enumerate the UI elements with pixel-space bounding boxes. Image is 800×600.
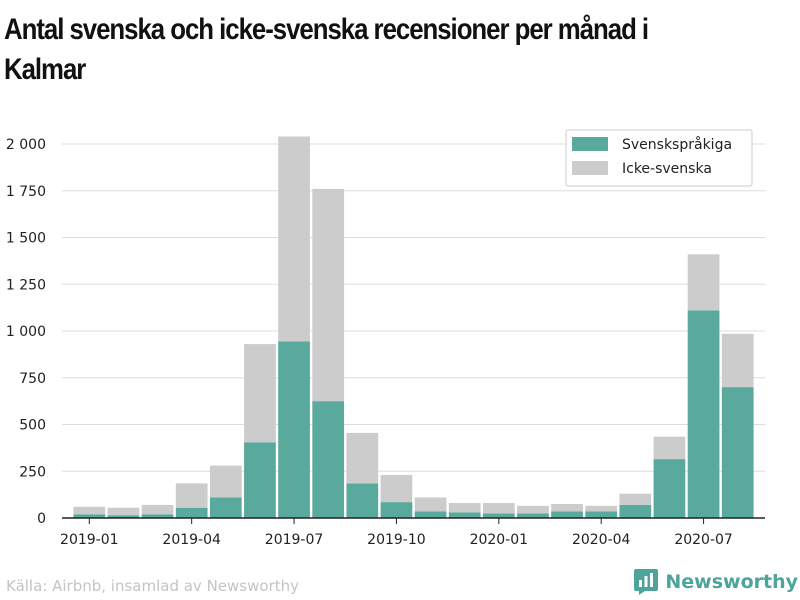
bar-icke-svenska [244, 344, 276, 443]
chart-title: Antal svenska och icke-svenska recension… [4, 13, 649, 86]
bar-icke-svenska [209, 465, 242, 498]
bar-icke-svenska [73, 506, 106, 515]
bar-svensksprakiga [414, 511, 447, 518]
bar-svensksprakiga [517, 513, 549, 518]
bar-svensksprakiga [346, 483, 379, 518]
y-tick-label: 500 [19, 418, 46, 434]
x-tick-label: 2019-07 [265, 532, 324, 548]
y-tick-label: 0 [37, 511, 46, 527]
bar-icke-svenska [585, 505, 618, 512]
y-tick-label: 1 000 [6, 324, 46, 340]
x-tick-label: 2020-04 [572, 532, 631, 548]
source-note: Källa: Airbnb, insamlad av Newsworthy [6, 577, 299, 595]
y-tick-label: 2 000 [6, 137, 46, 153]
gridlines [62, 143, 765, 472]
bar-group [73, 136, 754, 518]
bar-icke-svenska [312, 188, 345, 402]
x-tick-label: 2019-10 [367, 532, 426, 548]
bar-icke-svenska [380, 474, 413, 503]
legend-swatch [572, 161, 608, 175]
bar-svensksprakiga [585, 511, 618, 518]
y-tick-label: 1 750 [6, 184, 46, 200]
bar-icke-svenska [517, 505, 549, 514]
bar-svensksprakiga [209, 497, 242, 518]
brand-logo: Newsworthy [633, 567, 798, 597]
y-tick-label: 750 [19, 371, 46, 387]
bar-svensksprakiga [482, 513, 515, 518]
bar-icke-svenska [619, 493, 652, 505]
x-tick-label: 2019-04 [162, 532, 221, 548]
bar-svensksprakiga [107, 515, 140, 518]
bar-icke-svenska [551, 503, 583, 512]
legend-box [565, 129, 753, 187]
y-tick-label: 250 [19, 464, 46, 480]
bar-svensksprakiga [312, 401, 345, 518]
y-axis: 0 250 500 750 1 000 1 250 1 500 1 750 2 000 [6, 137, 46, 527]
bar-icke-svenska [141, 504, 174, 515]
bar-svensksprakiga [73, 514, 106, 518]
bar-svensksprakiga [175, 507, 208, 518]
bar-svensksprakiga [278, 341, 310, 518]
bar-icke-svenska [721, 333, 754, 388]
bar-icke-svenska [448, 503, 481, 513]
bar-svensksprakiga [141, 514, 174, 518]
x-axis: 2019-01 2019-04 2019-07 2019-10 2020-01 2020-… [60, 517, 765, 548]
x-tick-label: 2019-01 [60, 532, 119, 548]
bar-icke-svenska [482, 503, 515, 514]
y-tick-label: 1 500 [6, 231, 46, 247]
brand-name: Newsworthy [665, 571, 798, 593]
newsworthy-logo-icon [634, 569, 659, 595]
legend-label: Svenskspråkiga [622, 136, 732, 153]
x-tick-label: 2020-01 [470, 532, 529, 548]
x-tick-label: 2020-07 [674, 532, 733, 548]
legend-label: Icke-svenska [622, 161, 712, 177]
bar-icke-svenska [175, 483, 208, 508]
bar-svensksprakiga [244, 442, 276, 518]
bar-icke-svenska [687, 254, 720, 311]
legend-swatch [572, 137, 608, 151]
bar-svensksprakiga [551, 511, 583, 518]
bar-svensksprakiga [619, 504, 652, 518]
bar-icke-svenska [653, 436, 686, 460]
bar-svensksprakiga [687, 310, 720, 518]
y-tick-label: 1 250 [6, 277, 46, 293]
bar-icke-svenska [278, 136, 310, 342]
bar-icke-svenska [414, 497, 447, 512]
bar-svensksprakiga [721, 387, 754, 518]
bar-icke-svenska [107, 507, 140, 516]
bar-svensksprakiga [448, 512, 481, 518]
legend: Svenskspråkiga Icke-svenska [565, 129, 753, 187]
bar-svensksprakiga [380, 502, 413, 518]
bar-svensksprakiga [653, 459, 686, 518]
bar-icke-svenska [346, 432, 379, 484]
